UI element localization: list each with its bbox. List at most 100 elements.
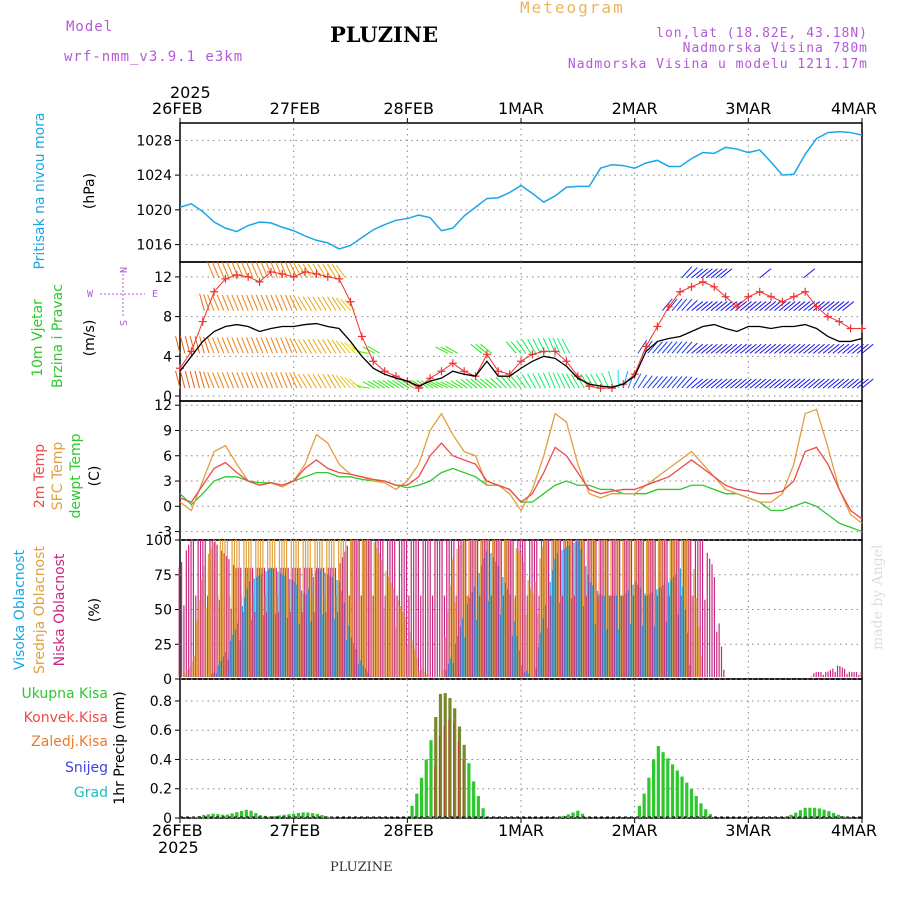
wind-arrow [216, 337, 225, 354]
wind-arrow [335, 264, 347, 279]
wind-arrow [392, 379, 405, 389]
wind-arrow [561, 338, 571, 354]
wind-arrow [430, 381, 444, 389]
wind-arrow [754, 301, 767, 312]
wind-arrow [270, 337, 278, 354]
wind-gust-marker [823, 312, 832, 321]
precip-bar [817, 808, 821, 818]
precip-bar [443, 693, 447, 818]
y-tick-label: 0 [163, 499, 172, 515]
wind-gust-marker [323, 272, 332, 281]
wind-arrow [764, 378, 777, 389]
wind-arrow [637, 374, 648, 389]
wind-arrow [725, 301, 738, 312]
wind-gust-marker [801, 287, 810, 296]
wind-arrow [527, 338, 537, 354]
model-name: wrf-nmm_v3.9.1 e3km [64, 49, 244, 65]
panel-frame-precip [179, 678, 863, 819]
wind-arrow [356, 385, 371, 389]
wind-arrow [312, 296, 322, 311]
wind-arrow [255, 261, 264, 279]
wind-gust-marker [301, 267, 310, 276]
wind-arrow [212, 372, 220, 389]
wind-gust-marker [744, 292, 753, 301]
wind-arrow [226, 261, 235, 279]
wind-arrow [521, 339, 532, 354]
wind-arrow [681, 341, 693, 354]
precip-bar [808, 807, 812, 818]
precip-bar [680, 776, 684, 818]
wind-arrow [552, 372, 561, 389]
precip-bar [292, 813, 296, 818]
wind-arrow [532, 338, 541, 354]
wind-arrow [362, 381, 376, 389]
wind-arrow [861, 343, 874, 354]
wind-arrow [495, 376, 507, 389]
temp2m-line [179, 442, 863, 520]
y-tick-label: 1024 [136, 168, 172, 184]
precip-bar [481, 808, 485, 818]
wind-arrow [793, 378, 806, 389]
compass-label: S [117, 320, 128, 326]
wind-gust-marker [232, 270, 241, 279]
wind-arrow [226, 372, 235, 389]
wind-arrow [735, 343, 747, 354]
wind-arrow [312, 339, 322, 354]
wind-arrow [557, 372, 566, 389]
wind-arrow [435, 381, 449, 389]
wind-arrow [725, 343, 738, 354]
wind-arrow [686, 377, 698, 389]
wind-gust-marker [494, 367, 503, 376]
wind-arrow [221, 337, 230, 354]
precip-bar [831, 812, 836, 818]
wind-arrow [212, 261, 220, 279]
wind-arrow [822, 343, 835, 354]
precip-bar [789, 814, 793, 818]
panel-frame-temperature [179, 400, 863, 541]
wind-arrow [246, 372, 254, 389]
wind-arrow [184, 370, 191, 389]
wind-arrow [270, 294, 278, 311]
wind-arrow [490, 377, 502, 389]
wind-arrow [335, 375, 347, 389]
wind-arrow [275, 372, 283, 389]
wind-arrow [778, 378, 791, 389]
precip-bar [453, 708, 457, 818]
wind-arrow [327, 373, 337, 389]
wind-arrow [647, 341, 658, 354]
wind-arrow [246, 337, 254, 354]
wind-arrow [207, 261, 215, 279]
wind-arrow [377, 379, 390, 389]
wind-arrow [793, 343, 806, 354]
wind-arrow [783, 343, 796, 354]
wind-arrow [327, 296, 337, 311]
wind-arrow [532, 373, 541, 389]
wind-arrow [720, 343, 733, 354]
wind-arrow [270, 261, 278, 279]
wind-arrow [622, 370, 629, 389]
precip-bar [282, 814, 286, 818]
wind-arrow [331, 296, 342, 311]
wind-arrow [265, 337, 274, 354]
conv-precip-bar [462, 759, 464, 818]
wind-arrow [661, 341, 673, 354]
precip-bar [694, 796, 698, 818]
wind-gust-marker [517, 357, 525, 366]
legend-hail: Grad [73, 785, 108, 801]
wind-arrow [773, 301, 786, 312]
precip-bar [235, 812, 239, 818]
wind-gust-marker [710, 282, 719, 291]
wind-arrow [285, 261, 293, 279]
year-top: 2025 [170, 83, 211, 102]
wind-arrow [681, 266, 693, 279]
wind-arrow [696, 268, 708, 279]
wind-arrow [265, 372, 274, 389]
wind-arrow [696, 301, 708, 312]
wind-arrow [676, 298, 688, 311]
wind-arrow [608, 371, 615, 389]
wind-arrow [696, 378, 708, 389]
wind-arrow [856, 343, 869, 354]
model-label: Model [66, 19, 114, 35]
wind-arrow [387, 379, 400, 389]
wind-arrow [255, 294, 264, 311]
